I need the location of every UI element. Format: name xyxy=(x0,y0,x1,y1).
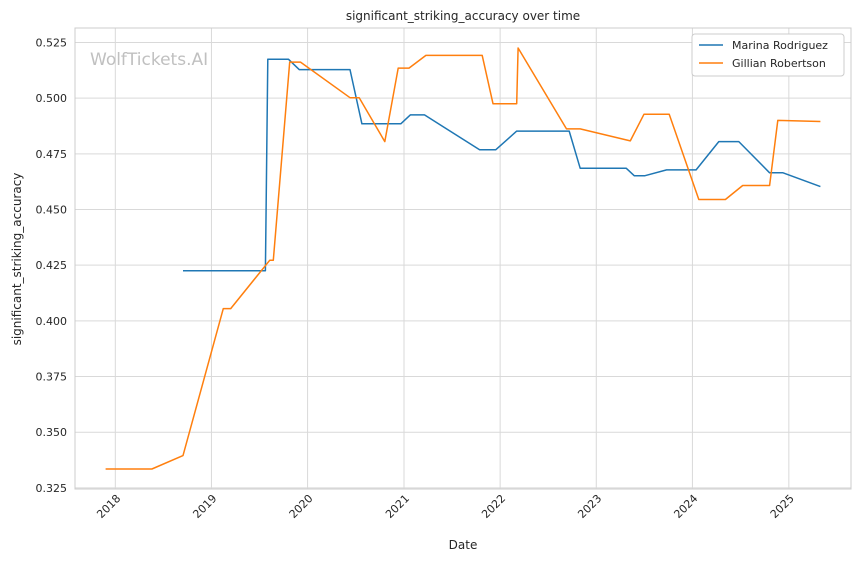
tick-labels: 2018 2019 2020 2021 2022 2023 2024 2025 0.325 0.3… xyxy=(36,36,797,521)
plot-frame xyxy=(74,27,852,490)
x-tick-label: 2021 xyxy=(383,492,412,521)
watermark: WolfTickets.AI xyxy=(90,50,208,70)
x-tick-label: 2025 xyxy=(768,492,797,521)
y-tick-label: 0.375 xyxy=(36,371,68,384)
x-tick-label: 2024 xyxy=(671,492,700,521)
series-lines xyxy=(105,47,821,470)
x-axis-title: Date xyxy=(449,538,478,552)
x-tick-label: 2019 xyxy=(190,492,219,521)
y-axis-title: significant_striking_accuracy xyxy=(10,173,24,346)
y-tick-label: 0.500 xyxy=(36,92,68,105)
y-tick-label: 0.525 xyxy=(36,36,68,49)
series-line-gillian-robertson xyxy=(105,47,821,470)
x-tick-label: 2022 xyxy=(479,492,508,521)
y-tick-label: 0.425 xyxy=(36,259,68,272)
legend-label-gillian-robertson: Gillian Robertson xyxy=(732,57,826,70)
x-tick-label: 2020 xyxy=(287,492,316,521)
chart-title: significant_striking_accuracy over time xyxy=(346,9,580,23)
x-tick-label: 2023 xyxy=(575,492,604,521)
y-tick-label: 0.475 xyxy=(36,148,68,161)
series-line-marina-rodriguez xyxy=(183,58,821,272)
legend-label-marina-rodriguez: Marina Rodriguez xyxy=(732,39,828,52)
x-tick-label: 2018 xyxy=(94,492,123,521)
y-tick-label: 0.450 xyxy=(36,204,68,217)
grid xyxy=(75,28,851,489)
legend-box xyxy=(691,33,845,77)
legend: Marina Rodriguez Gillian Robertson xyxy=(691,33,845,77)
y-tick-label: 0.400 xyxy=(36,315,68,328)
y-tick-label: 0.350 xyxy=(36,426,68,439)
y-tick-label: 0.325 xyxy=(36,482,68,495)
